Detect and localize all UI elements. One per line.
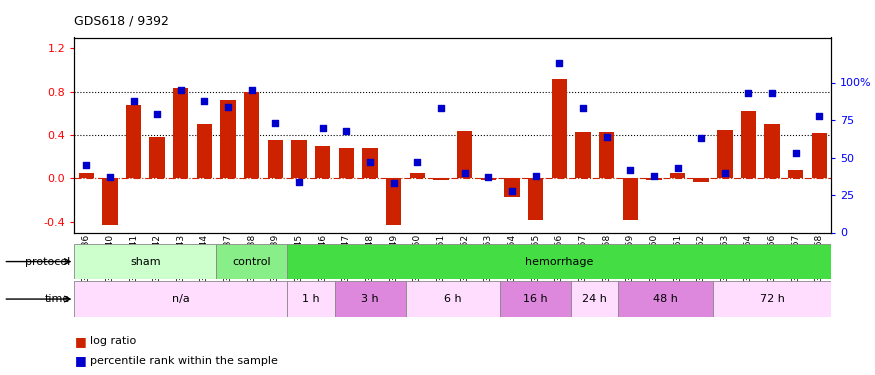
Bar [197, 124, 212, 178]
Bar [528, 178, 543, 219]
Text: n/a: n/a [172, 294, 190, 304]
Bar [480, 178, 496, 180]
Bar [244, 92, 260, 178]
Bar [74, 281, 287, 317]
Text: percentile rank within the sample: percentile rank within the sample [90, 356, 278, 366]
Point [103, 174, 117, 180]
Bar [765, 124, 780, 178]
Point [340, 128, 354, 134]
Point [694, 135, 708, 141]
Point [718, 170, 732, 176]
Text: protocol: protocol [24, 256, 70, 267]
Bar [551, 79, 567, 178]
Bar [619, 281, 713, 317]
Point [245, 87, 259, 93]
Bar [694, 178, 709, 182]
Bar [79, 173, 94, 178]
Bar [718, 130, 732, 178]
Point [505, 188, 519, 194]
Bar [405, 281, 500, 317]
Bar [220, 100, 235, 178]
Bar [291, 140, 307, 178]
Point [647, 172, 661, 178]
Point [670, 165, 684, 171]
Text: control: control [233, 256, 271, 267]
Bar [126, 105, 141, 178]
Point [623, 166, 637, 172]
Text: 6 h: 6 h [444, 294, 462, 304]
Bar [788, 170, 803, 178]
Bar [622, 178, 638, 219]
Bar [287, 244, 831, 279]
Bar [571, 281, 619, 317]
Point [174, 87, 188, 93]
Text: 1 h: 1 h [302, 294, 319, 304]
Point [221, 104, 235, 110]
Bar [339, 148, 354, 178]
Point [127, 98, 141, 104]
Bar [334, 281, 405, 317]
Text: log ratio: log ratio [90, 336, 136, 346]
Bar [504, 178, 520, 197]
Point [316, 124, 330, 130]
Text: 24 h: 24 h [582, 294, 607, 304]
Point [198, 98, 212, 104]
Point [765, 90, 779, 96]
Bar [268, 140, 284, 178]
Point [292, 178, 306, 184]
Bar [713, 281, 831, 317]
Bar [386, 178, 402, 225]
Bar [173, 88, 188, 178]
Bar [102, 178, 117, 225]
Text: 48 h: 48 h [654, 294, 678, 304]
Point [481, 174, 495, 180]
Point [528, 172, 542, 178]
Text: 16 h: 16 h [523, 294, 548, 304]
Bar [500, 281, 571, 317]
Point [434, 105, 448, 111]
Bar [433, 178, 449, 180]
Text: hemorrhage: hemorrhage [525, 256, 593, 267]
Text: GDS618 / 9392: GDS618 / 9392 [74, 15, 169, 28]
Text: sham: sham [130, 256, 161, 267]
Point [552, 60, 566, 66]
Bar [670, 173, 685, 178]
Point [599, 134, 613, 140]
Bar [812, 133, 827, 178]
Point [387, 180, 401, 186]
Bar [646, 178, 662, 180]
Text: 72 h: 72 h [760, 294, 785, 304]
Text: ■: ■ [74, 354, 86, 367]
Bar [598, 132, 614, 178]
Text: ■: ■ [74, 335, 86, 348]
Point [80, 162, 94, 168]
Point [812, 112, 826, 118]
Point [788, 150, 802, 156]
Point [576, 105, 590, 111]
Bar [457, 130, 472, 178]
Bar [575, 132, 591, 178]
Bar [741, 111, 756, 178]
Point [269, 120, 283, 126]
Text: 3 h: 3 h [361, 294, 379, 304]
Bar [287, 281, 334, 317]
Point [458, 170, 472, 176]
Bar [216, 244, 287, 279]
Bar [150, 137, 164, 178]
Bar [410, 173, 425, 178]
Bar [362, 148, 378, 178]
Point [150, 111, 164, 117]
Text: time: time [45, 294, 70, 304]
Point [363, 159, 377, 165]
Point [410, 159, 424, 165]
Point [741, 90, 755, 96]
Bar [74, 244, 216, 279]
Bar [315, 146, 331, 178]
